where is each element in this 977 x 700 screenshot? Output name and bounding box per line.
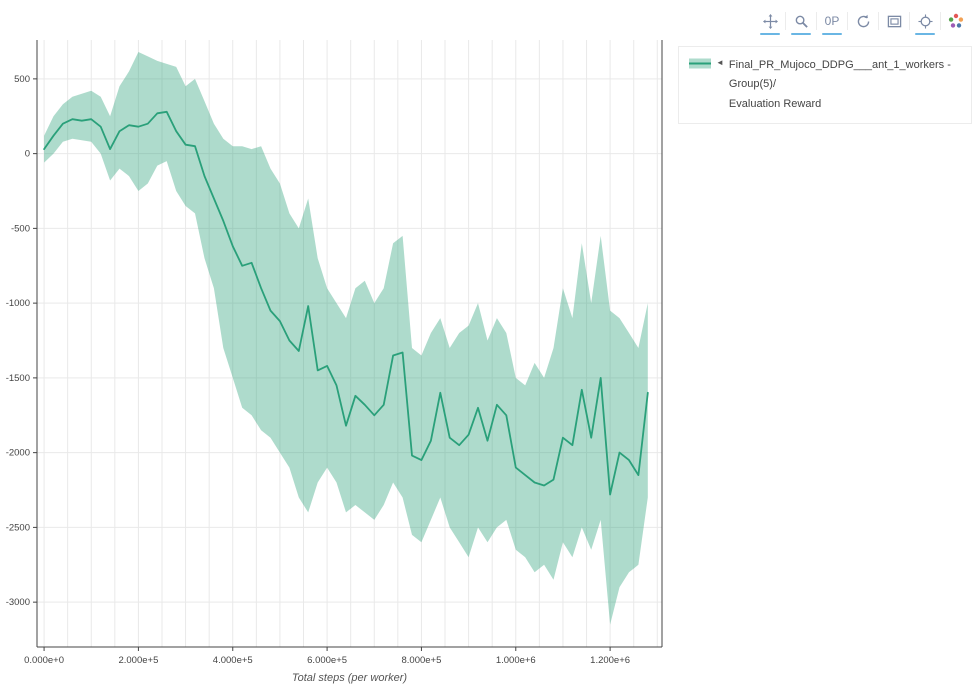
pan-icon[interactable] xyxy=(755,12,785,35)
legend-series-swatch-icon xyxy=(689,57,711,73)
legend-label[interactable]: Final_PR_Mujoco_DDPG___ant_1_workers - G… xyxy=(729,56,961,114)
legend-label-line1: Final_PR_Mujoco_DDPG___ant_1_workers - G… xyxy=(728,59,951,91)
y-tick-label: -3000 xyxy=(6,597,30,608)
x-tick-label: 2.000e+5 xyxy=(118,655,158,666)
y-tick-label: 0 xyxy=(25,149,30,160)
x-tick-label: 4.000e+5 xyxy=(213,655,253,666)
x-tick-label: 1.000e+6 xyxy=(496,655,536,666)
autoscale-icon[interactable] xyxy=(847,12,878,30)
mean-line xyxy=(43,110,649,496)
zoom-in-out-icon[interactable]: 0P xyxy=(816,12,847,35)
chart-canvas[interactable]: 500 0 -500 -1000 -1500 -2000 -2500 -3000 0.000e+… xyxy=(0,0,676,695)
y-tick-label: -1500 xyxy=(6,373,30,384)
confidence-band xyxy=(44,52,648,625)
legend-collapse-icon[interactable]: ◄ xyxy=(716,58,724,67)
plotly-logo-icon[interactable] xyxy=(940,12,971,30)
box-zoom-icon[interactable] xyxy=(785,12,816,35)
x-tick-label: 0.000e+0 xyxy=(24,655,64,666)
y-tick-label: -500 xyxy=(11,223,30,234)
x-tick-label: 8.000e+5 xyxy=(401,655,441,666)
y-tick-label: -1000 xyxy=(6,298,30,309)
save-image-icon[interactable] xyxy=(878,12,909,30)
modebar: 0P xyxy=(755,12,971,35)
gridlines xyxy=(37,40,662,647)
y-tick-label: -2500 xyxy=(6,522,30,533)
legend[interactable]: ◄ Final_PR_Mujoco_DDPG___ant_1_workers -… xyxy=(678,46,972,124)
axes: 500 0 -500 -1000 -1500 -2000 -2500 -3000 0.000e+… xyxy=(6,40,663,666)
x-tick-label: 6.000e+5 xyxy=(307,655,347,666)
x-axis-title: Total steps (per worker) xyxy=(292,672,407,684)
x-tick-label: 1.200e+6 xyxy=(590,655,630,666)
y-tick-label: -2000 xyxy=(6,448,30,459)
y-tick-label: 500 xyxy=(14,74,30,85)
legend-label-line2: Evaluation Reward xyxy=(728,97,822,110)
spikelines-icon[interactable] xyxy=(909,12,940,35)
reward-chart[interactable]: 500 0 -500 -1000 -1500 -2000 -2500 -3000 0.000e+… xyxy=(0,0,676,695)
